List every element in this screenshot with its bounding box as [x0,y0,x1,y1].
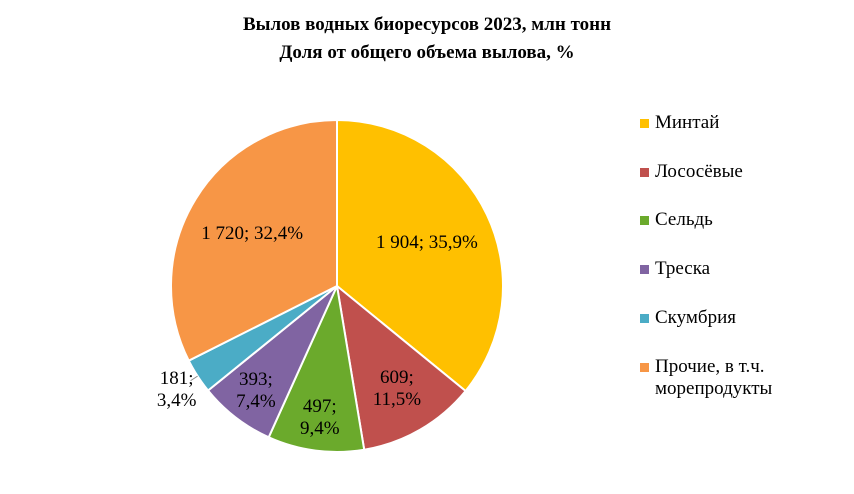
pie-slice [267,282,366,453]
pie-slice [170,118,338,363]
legend-label: Лососёвые [655,160,743,182]
data-label: 393; 7,4% [236,369,276,413]
chart-title: Вылов водных биоресурсов 2023, млн тонн [242,14,612,35]
legend-swatch [640,119,649,128]
data-label: 609; 11,5% [372,367,422,411]
data-label: 1 904; 35,9% [376,232,478,254]
legend-entry: Лососёвые [640,161,825,183]
legend-swatch [640,167,649,177]
legend-entry: Прочие, в т.ч. морепродукты [640,356,825,400]
legend-swatch [640,313,649,323]
leader-line [190,375,198,382]
legend-label: Треска [655,258,711,280]
data-label: 497; 9,4% [300,395,340,439]
data-label: 1 720; 32,4% [201,222,304,244]
legend-label: Прочие, в т.ч. морепродукты [655,355,773,399]
data-label: 181; 3,4% [156,367,197,411]
legend-entry: Треска [640,258,825,280]
legend-label: Минтай [655,112,720,133]
chart-subtitle: Доля от общего объема вылова, % [279,42,575,63]
legend-swatch [640,362,649,372]
legend-swatch [640,216,649,226]
legend-entry: Скумбрия [640,307,825,329]
legend-entry: Сельдь [640,209,825,231]
legend-entry: Минтай [640,112,825,134]
legend-label: Сельдь [655,209,713,231]
legend-label: Скумбрия [655,306,736,328]
pie-slice [335,283,467,451]
legend-swatch [640,265,649,275]
pie-slice [336,118,504,393]
